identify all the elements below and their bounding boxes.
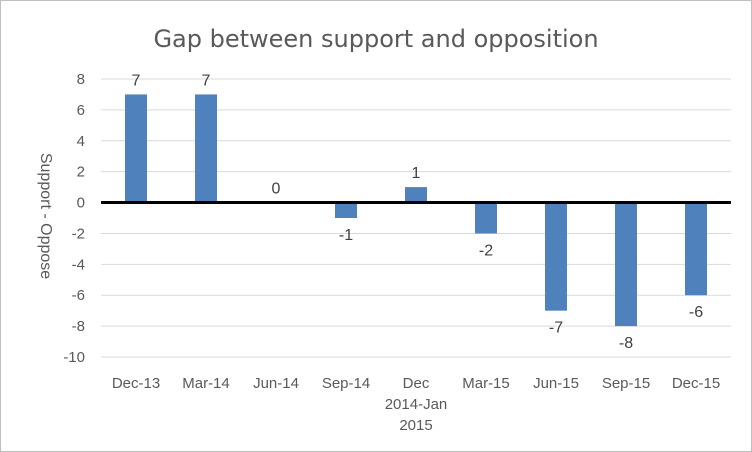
x-tick-label: Dec-15 <box>672 375 720 392</box>
data-label: -2 <box>479 242 493 259</box>
y-tick-label: 0 <box>77 195 85 212</box>
y-axis-label: Support - Oppose <box>37 153 54 279</box>
data-label: 0 <box>272 181 281 198</box>
data-label: 1 <box>412 165 421 182</box>
y-tick-label: 4 <box>77 133 85 150</box>
data-label: 7 <box>132 72 141 89</box>
bar <box>685 202 707 296</box>
bar <box>405 187 427 203</box>
x-tick-label: Dec-13 <box>112 375 160 392</box>
x-tick-label: Mar-15 <box>462 375 510 392</box>
y-tick-label: -4 <box>72 256 85 273</box>
chart-title: Gap between support and opposition <box>153 25 598 53</box>
x-tick-label: Mar-14 <box>182 375 230 392</box>
data-label: -7 <box>549 320 563 337</box>
y-tick-label: 2 <box>77 164 85 181</box>
y-tick-label: -8 <box>72 318 85 335</box>
x-tick-label: Sep-14 <box>322 375 370 392</box>
y-axis-ticks: 8 6 4 2 0 -2 -4 -6 -8 -10 <box>63 71 85 366</box>
y-tick-label: 6 <box>77 102 85 119</box>
data-label: -6 <box>689 304 703 321</box>
x-tick-label: Jun-15 <box>533 375 579 392</box>
x-axis-ticks: Dec-13 Mar-14 Jun-14 Sep-14 Dec 2014-Jan 2015 M… <box>112 375 720 434</box>
bar <box>475 202 497 234</box>
bars <box>125 94 707 327</box>
y-tick-label: -6 <box>72 287 85 304</box>
data-label: 7 <box>202 72 211 89</box>
x-tick-label: Dec 2014-Jan 2015 <box>385 375 448 434</box>
data-labels: 7 7 0 -1 1 -2 -7 -8 -6 <box>132 72 704 352</box>
y-tick-label: -2 <box>72 225 85 242</box>
bar <box>615 202 637 327</box>
x-tick-label: Sep-15 <box>602 375 650 392</box>
bar <box>195 94 217 203</box>
bar <box>335 202 357 218</box>
y-tick-label: -10 <box>63 349 85 366</box>
y-tick-label: 8 <box>77 71 85 88</box>
x-tick-label: Jun-14 <box>253 375 299 392</box>
bar <box>125 94 147 203</box>
bar <box>545 202 567 311</box>
data-label: -8 <box>619 335 633 352</box>
data-label: -1 <box>339 227 353 244</box>
